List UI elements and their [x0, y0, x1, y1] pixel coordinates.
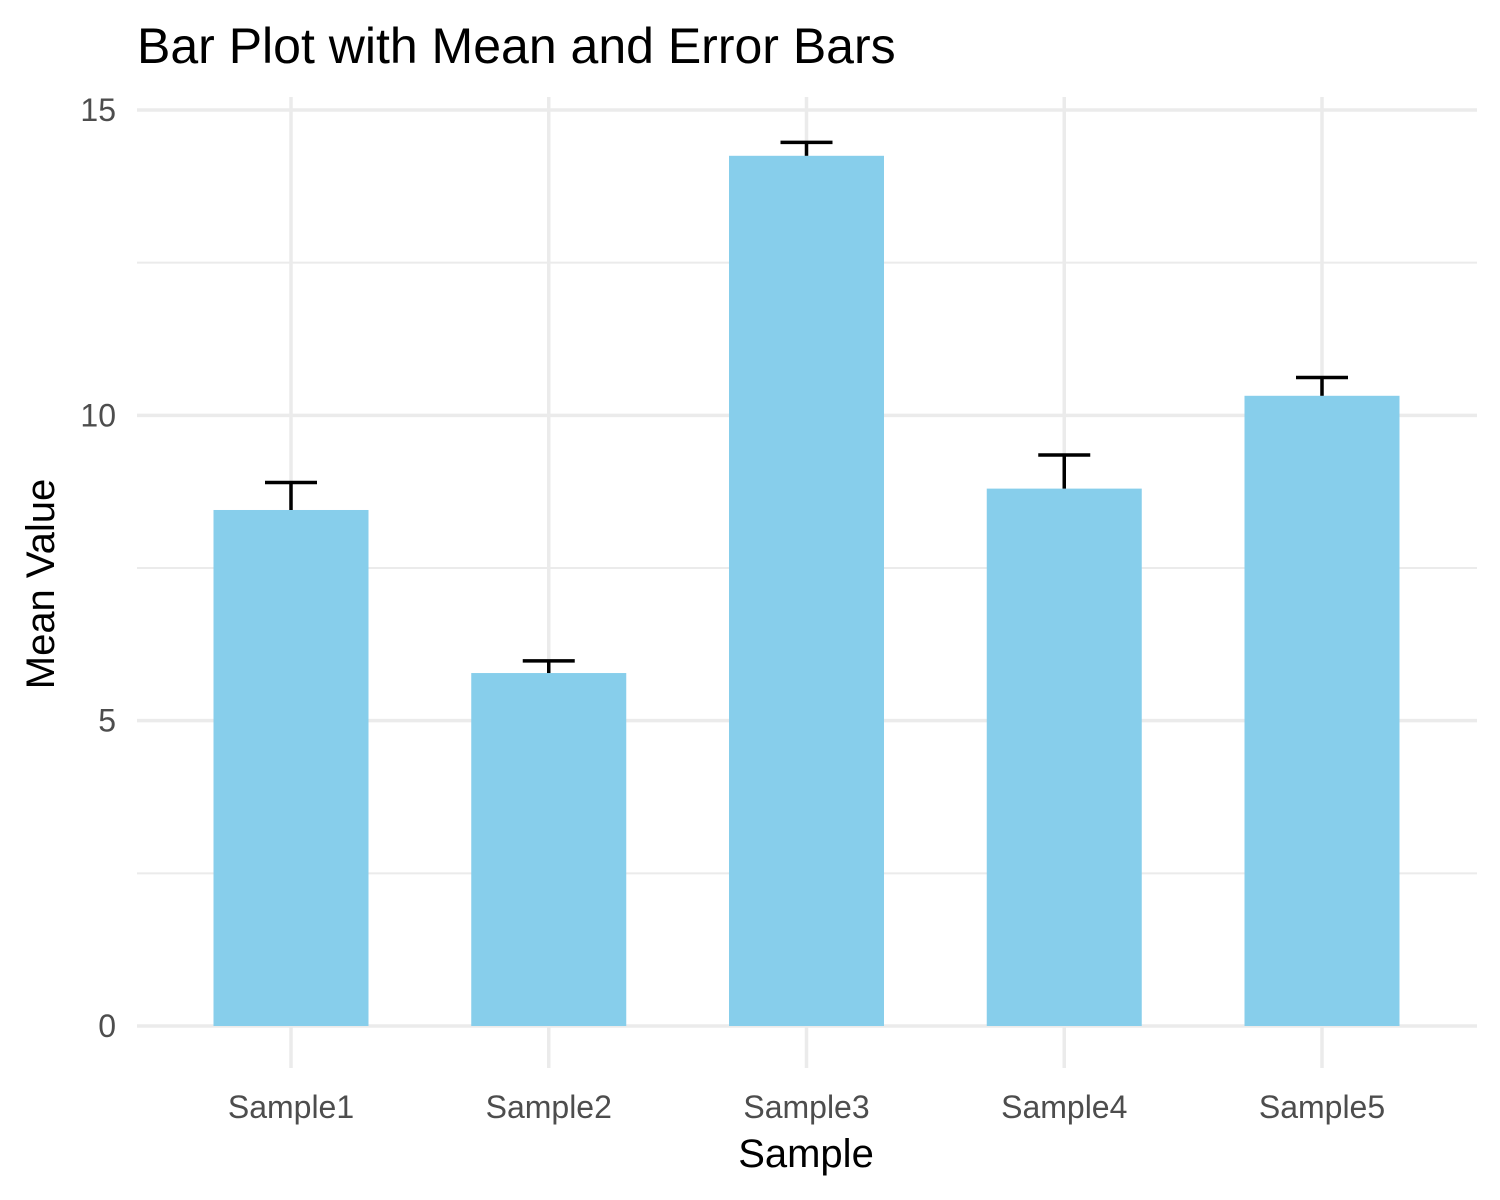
bar-sample4 [986, 488, 1142, 1026]
y-axis-ticks: 0 5 10 15 [80, 92, 116, 1044]
y-tick-label: 5 [98, 703, 116, 739]
chart-title: Bar Plot with Mean and Error Bars [137, 18, 896, 74]
x-axis-ticks: Sample1 Sample2 Sample3 Sample4 Sample5 [228, 1089, 1385, 1125]
bar-sample1 [213, 509, 369, 1026]
bar-sample5 [1244, 395, 1400, 1026]
x-tick-label: Sample4 [1001, 1089, 1127, 1125]
x-tick-label: Sample3 [743, 1089, 869, 1125]
bar-sample2 [471, 673, 627, 1026]
error-bars [265, 140, 1348, 674]
x-tick-label: Sample2 [486, 1089, 612, 1125]
bars [213, 155, 1400, 1027]
x-tick-label: Sample1 [228, 1089, 354, 1125]
y-axis-title: Mean Value [19, 479, 63, 690]
x-axis-title: Sample [738, 1132, 874, 1176]
y-tick-label: 0 [98, 1008, 116, 1044]
x-tick-label: Sample5 [1259, 1089, 1385, 1125]
y-tick-label: 15 [80, 92, 116, 128]
bar-sample3 [729, 155, 884, 1027]
y-tick-label: 10 [80, 397, 116, 433]
